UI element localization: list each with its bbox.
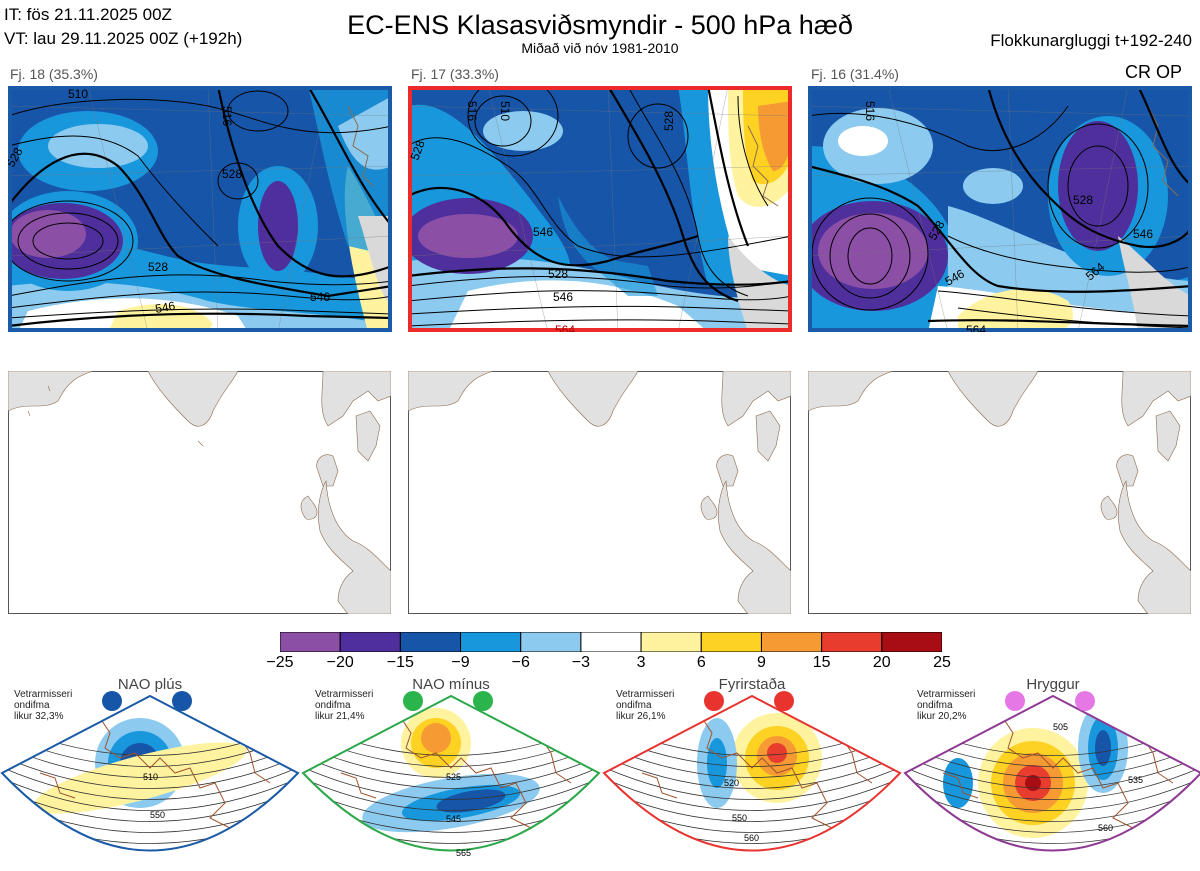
colorbar-tick-label: 20: [872, 654, 891, 671]
regime-contour-label: 525: [446, 772, 461, 782]
contour-label: 546: [1133, 227, 1153, 241]
contour-label: 528: [548, 267, 568, 281]
colorbar-tick-label: 6: [696, 654, 706, 671]
contour-label: 528: [662, 111, 676, 131]
contour-label: 564: [966, 323, 986, 332]
colorbar-swatch: [821, 632, 883, 652]
colorbar-swatch: [520, 632, 582, 652]
contour-label: 516: [220, 106, 234, 126]
regime-title: Fyrirstaða: [718, 676, 786, 693]
regime-dot: [1075, 691, 1095, 711]
colorbar: [280, 632, 942, 652]
contour-label: 528: [148, 260, 168, 274]
regime-contour-label: 505: [1053, 722, 1068, 732]
cluster-label-3: Fj. 16 (31.4%): [811, 66, 899, 82]
colorbar-swatch: [580, 632, 642, 652]
regime-contour-label: 545: [446, 814, 461, 824]
regime-dot: [704, 691, 724, 711]
colorbar-tick-label: 9: [757, 654, 766, 671]
colorbar-swatch: [881, 632, 942, 652]
regime-panel: 520 550 560 Fyrirstaða Vetrarmisseri ondifma l…: [602, 676, 902, 871]
colorbar-swatch: [760, 632, 823, 652]
colorbar-tick-label: 3: [636, 654, 646, 671]
contour-label: 516: [863, 101, 877, 121]
regime-title: NAO plús: [117, 676, 183, 693]
cluster-label-2: Fj. 17 (33.3%): [411, 66, 499, 82]
contour-label: 528: [1073, 193, 1093, 207]
contour-label: 564: [555, 323, 575, 332]
page-subtitle: Miðað við nóv 1981-2010: [521, 40, 679, 56]
regime-contour-label: 550: [732, 813, 747, 823]
page-title: EC-ENS Klasasviðsmyndir - 500 hPa hæð: [347, 10, 853, 40]
colorbar-swatch: [460, 632, 522, 652]
regime-dot: [403, 691, 423, 711]
basemap-1: [8, 371, 391, 614]
colorbar-swatch: [640, 632, 702, 652]
contour-label: 516: [465, 101, 479, 121]
cluster-map-3: 516 528 528 546 546 564 564: [808, 86, 1192, 332]
regime-contour-label: 565: [456, 848, 471, 858]
colorbar-swatch: [339, 632, 401, 652]
regime-info: Vetrarmisseri ondifma likur 26,1%: [616, 689, 675, 722]
basemap-3: [808, 371, 1191, 614]
contour-label: 528: [408, 138, 428, 162]
colorbar-tick-label: 25: [933, 654, 951, 671]
initial-time: IT: fös 21.11.2025 00Z: [4, 5, 172, 24]
contour-label: 546: [533, 225, 553, 239]
contour-label: 510: [68, 87, 88, 101]
regime-title: NAO mínus: [412, 676, 490, 693]
basemap-2: [408, 371, 791, 614]
regime-dot: [102, 691, 122, 711]
cluster-label-1: Fj. 18 (35.3%): [10, 66, 98, 82]
regime-panel: 510 550 NAO plús Vetrarmisseri ondifma likur …: [0, 676, 300, 871]
colorbar-swatch: [280, 632, 341, 652]
crop-label: CR OP: [1125, 62, 1183, 82]
regime-contour-label: 560: [1098, 823, 1113, 833]
colorbar-tick-label: −25: [266, 654, 294, 671]
colorbar-tick-label: 15: [812, 654, 831, 671]
classification-window: Flokkunargluggi t+192-240: [990, 31, 1192, 50]
regime-contour-label: 535: [1128, 775, 1143, 785]
contour-label: 510: [498, 101, 512, 121]
colorbar-swatch: [700, 632, 762, 652]
regime-dot: [774, 691, 794, 711]
colorbar-tick-label: −6: [511, 654, 530, 671]
valid-time: VT: lau 29.11.2025 00Z (+192h): [4, 29, 243, 48]
regime-info: Vetrarmisseri ondifma likur 21,4%: [315, 689, 374, 722]
contour-label: 546: [310, 290, 330, 304]
regime-dot: [1005, 691, 1025, 711]
colorbar-swatch: [399, 632, 462, 652]
cluster-map-2: 510 516 528 528 528 546 546 564: [408, 86, 792, 332]
regime-info: Vetrarmisseri ondifma likur 32,3%: [14, 689, 73, 722]
colorbar-tick-label: −3: [571, 654, 591, 671]
colorbar-tick-label: −15: [386, 654, 414, 671]
cluster-map-1: 510 516 528 528 528 546 546: [8, 86, 392, 332]
regime-dot: [172, 691, 192, 711]
regime-panel: 505 535 560 Hryggur Vetrarmisseri ondifma liku…: [903, 676, 1200, 871]
regime-contour-label: 560: [744, 833, 759, 843]
regime-contour-label: 510: [143, 772, 158, 782]
regime-title: Hryggur: [1026, 676, 1080, 693]
regime-dot: [473, 691, 493, 711]
contour-label: 528: [222, 167, 242, 181]
colorbar-tick-label: −20: [326, 654, 354, 671]
colorbar-tick-label: −9: [451, 654, 470, 671]
regime-contour-label: 520: [724, 778, 739, 788]
regime-contour-label: 550: [150, 810, 165, 820]
contour-label: 546: [154, 299, 176, 316]
regime-info: Vetrarmisseri ondifma likur 20,2%: [917, 689, 976, 722]
contour-label: 546: [553, 290, 573, 304]
regime-panel: 525 545 565 NAO mínus Vetrarmisseri ondifma li…: [301, 676, 601, 871]
